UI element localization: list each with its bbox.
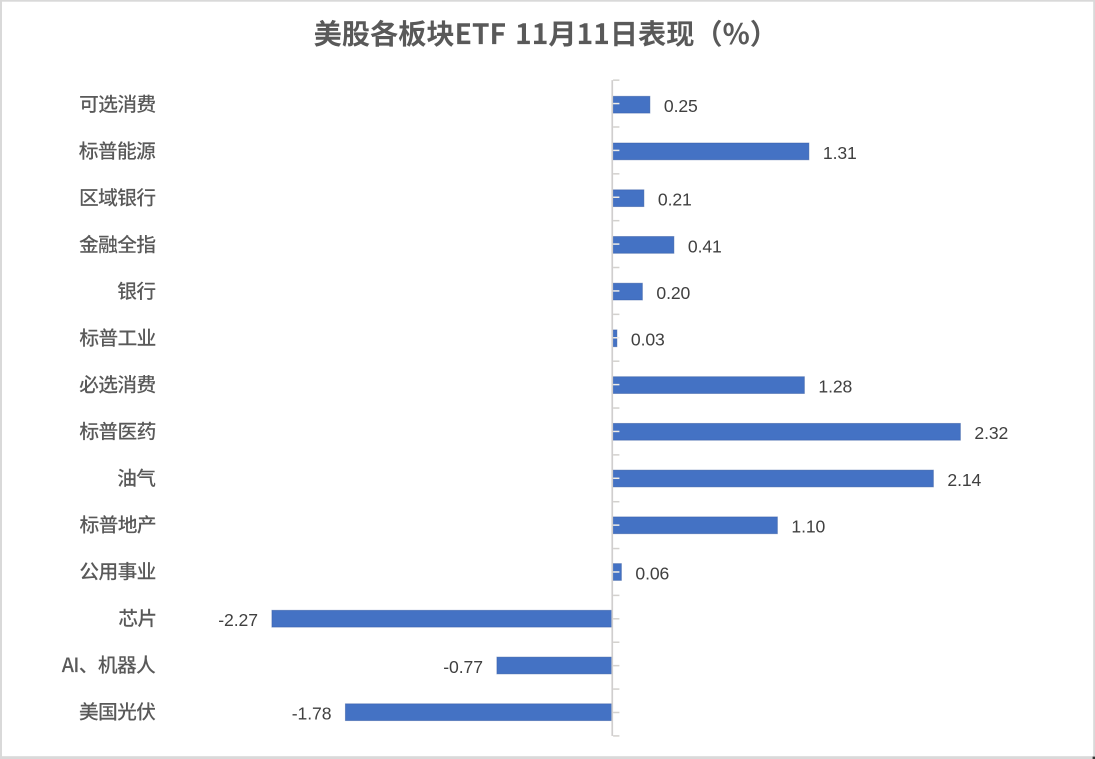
svg-text:0.06: 0.06	[635, 563, 669, 583]
svg-text:0.03: 0.03	[631, 330, 665, 350]
svg-text:-0.77: -0.77	[443, 657, 483, 677]
svg-text:0.20: 0.20	[656, 283, 690, 303]
svg-text:0.21: 0.21	[658, 190, 692, 210]
svg-text:-2.27: -2.27	[218, 610, 258, 630]
svg-text:0.41: 0.41	[688, 236, 722, 256]
svg-text:1.28: 1.28	[818, 377, 852, 397]
svg-text:1.10: 1.10	[791, 517, 825, 537]
svg-text:2.14: 2.14	[947, 470, 981, 490]
svg-text:2.32: 2.32	[974, 423, 1008, 443]
svg-text:-1.78: -1.78	[292, 704, 332, 724]
svg-text:1.31: 1.31	[823, 143, 857, 163]
svg-text:0.25: 0.25	[664, 96, 698, 116]
